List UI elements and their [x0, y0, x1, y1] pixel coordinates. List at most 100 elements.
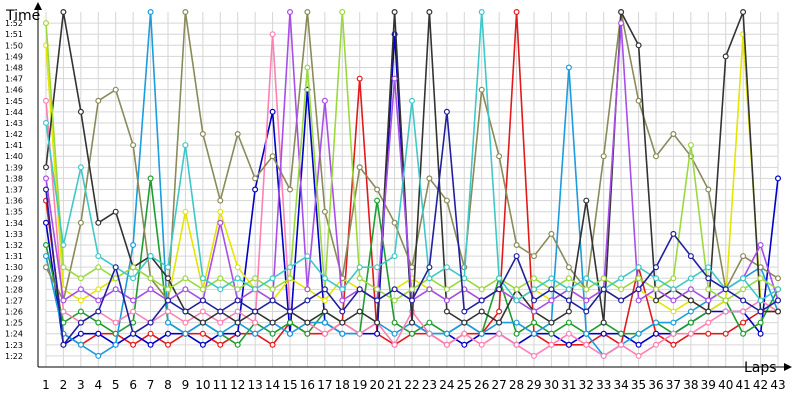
data-point	[234, 330, 241, 337]
data-point	[252, 175, 259, 182]
data-point	[234, 264, 241, 271]
data-point	[705, 186, 712, 193]
data-point	[652, 275, 659, 282]
data-point	[461, 341, 468, 348]
data-point	[635, 297, 642, 304]
data-point	[565, 64, 572, 71]
data-point	[583, 308, 590, 315]
data-point	[443, 330, 450, 337]
data-point	[391, 330, 398, 337]
data-point	[147, 319, 154, 326]
data-point	[321, 208, 328, 215]
data-point	[740, 286, 747, 293]
data-point	[513, 242, 520, 249]
data-point	[443, 286, 450, 293]
data-point	[740, 253, 747, 260]
y-tick-label: 1:37	[5, 186, 23, 195]
x-tick-label: 26	[474, 378, 489, 392]
data-point	[95, 219, 102, 226]
data-point	[199, 341, 206, 348]
data-point	[652, 341, 659, 348]
y-tick-label: 1:42	[5, 130, 23, 139]
x-axis-label: Laps	[744, 360, 777, 376]
data-point	[217, 330, 224, 337]
data-point	[60, 308, 67, 315]
x-tick-label: 15	[282, 378, 297, 392]
data-point	[600, 352, 607, 359]
data-point	[112, 286, 119, 293]
data-point	[112, 208, 119, 215]
y-tick-label: 1:47	[5, 75, 23, 84]
data-point	[426, 175, 433, 182]
data-point	[217, 319, 224, 326]
data-point	[130, 297, 137, 304]
data-point	[147, 253, 154, 260]
axes	[34, 2, 792, 371]
data-point	[461, 319, 468, 326]
data-point	[530, 352, 537, 359]
data-point	[757, 275, 764, 282]
data-point	[252, 186, 259, 193]
data-point	[147, 175, 154, 182]
data-point	[77, 297, 84, 304]
x-tick-label: 11	[213, 378, 228, 392]
y-tick-label: 1:31	[5, 252, 23, 261]
data-point	[112, 319, 119, 326]
data-point	[391, 297, 398, 304]
x-tick-label: 18	[335, 378, 350, 392]
data-point	[77, 341, 84, 348]
data-point	[565, 308, 572, 315]
y-tick-label: 1:36	[5, 197, 23, 206]
data-point	[583, 297, 590, 304]
data-point	[234, 275, 241, 282]
data-point	[356, 330, 363, 337]
data-point	[339, 319, 346, 326]
data-point	[269, 341, 276, 348]
y-tick-label: 1:24	[5, 330, 23, 339]
data-point	[670, 131, 677, 138]
data-point	[496, 275, 503, 282]
data-point	[774, 308, 781, 315]
data-point	[705, 275, 712, 282]
data-point	[478, 297, 485, 304]
data-point	[513, 9, 520, 16]
data-point	[426, 275, 433, 282]
data-point	[269, 31, 276, 38]
data-point	[165, 275, 172, 282]
x-tick-labels: 1 2 3 4 5 6 7 8 9 10 11 12 13 14 15 16 17 18 19 20 21 22 23 24 2…	[42, 378, 785, 392]
data-point	[600, 319, 607, 326]
data-point	[339, 9, 346, 16]
data-point	[77, 219, 84, 226]
data-point	[95, 308, 102, 315]
x-tick-label: 20	[370, 378, 385, 392]
data-point	[548, 286, 555, 293]
data-point	[95, 253, 102, 260]
data-point	[635, 275, 642, 282]
data-point	[182, 275, 189, 282]
data-point	[287, 264, 294, 271]
data-point	[705, 264, 712, 271]
data-point	[130, 330, 137, 337]
series-10	[42, 9, 781, 304]
data-point	[722, 286, 729, 293]
data-point	[217, 219, 224, 226]
x-tick-label: 36	[648, 378, 663, 392]
data-point	[287, 186, 294, 193]
data-point	[304, 319, 311, 326]
x-tick-label: 27	[492, 378, 507, 392]
data-point	[565, 341, 572, 348]
data-point	[757, 264, 764, 271]
data-point	[130, 264, 137, 271]
data-point	[217, 208, 224, 215]
x-tick-label: 16	[300, 378, 315, 392]
x-tick-label: 37	[666, 378, 681, 392]
data-point	[635, 97, 642, 104]
data-point	[42, 175, 49, 182]
data-point	[652, 297, 659, 304]
data-point	[583, 330, 590, 337]
data-point	[60, 9, 67, 16]
data-point	[234, 319, 241, 326]
data-point	[60, 341, 67, 348]
data-point	[530, 308, 537, 315]
data-point	[687, 297, 694, 304]
